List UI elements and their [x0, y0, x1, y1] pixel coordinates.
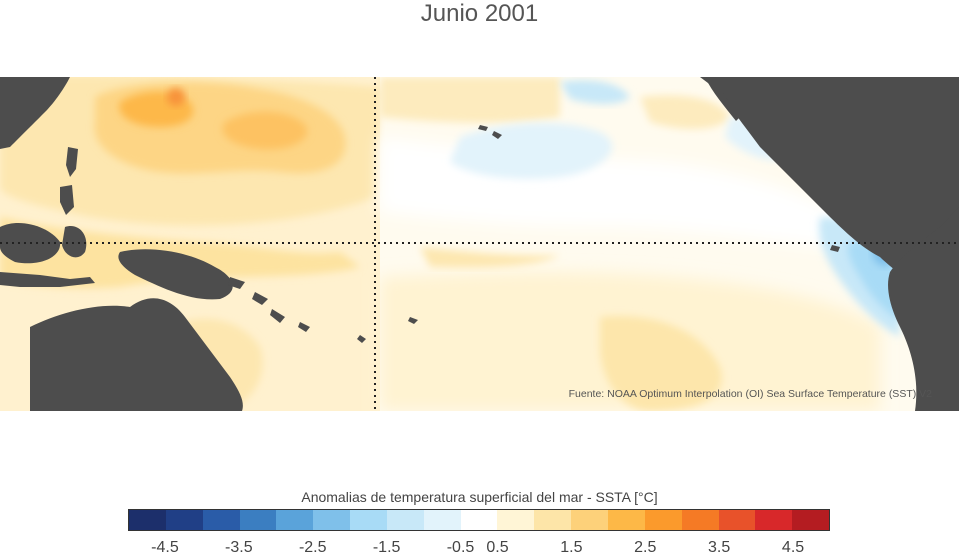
ssta-map [0, 77, 959, 411]
colorbar-swatch [313, 510, 351, 530]
colorbar-swatch [534, 510, 572, 530]
colorbar-swatch [350, 510, 387, 530]
colorbar-tick-label: 2.5 [634, 539, 657, 556]
colorbar-tick-label: -1.5 [372, 539, 401, 556]
land-masses [0, 77, 959, 411]
colorbar-swatch [607, 510, 645, 530]
colorbar-swatch [718, 510, 756, 530]
colorbar-swatch [792, 510, 830, 530]
colorbar-swatch [681, 510, 719, 530]
colorbar-swatch [460, 510, 498, 530]
colorbar-swatch [239, 510, 277, 530]
colorbar-swatch [423, 510, 461, 530]
colorbar-ticks: -4.5 -3.5 -2.5 -1.5 -0.5 0.5 1.5 2.5 3.5 4.5 [0, 539, 959, 559]
data-source-note: Fuente: NOAA Optimum Interpolation (OI) … [568, 388, 932, 400]
colorbar-tick-label: 0.5 [486, 539, 509, 556]
colorbar-tick-label: 4.5 [781, 539, 805, 556]
colorbar-tick-label: -4.5 [151, 539, 179, 556]
colorbar-tick-label: -2.5 [298, 539, 327, 556]
colorbar-swatch [202, 510, 240, 530]
colorbar-swatch [276, 510, 314, 530]
colorbar-tick-label: 3.5 [708, 539, 731, 556]
map-title: Junio 2001 [420, 0, 539, 27]
colorbar-swatch [644, 510, 682, 530]
colorbar-swatch [755, 510, 793, 530]
colorbar [128, 509, 830, 531]
colorbar-swatch [497, 510, 535, 530]
colorbar-swatch [129, 510, 166, 530]
colorbar-tick-label: -0.5 [446, 539, 475, 556]
colorbar-title: Anomalias de temperatura superficial del… [301, 489, 658, 505]
colorbar-swatch [165, 510, 203, 530]
colorbar-swatch [571, 510, 608, 530]
colorbar-swatch [386, 510, 424, 530]
colorbar-tick-label: 1.5 [560, 539, 583, 556]
anomaly-field [0, 77, 905, 411]
colorbar-tick-label: -3.5 [225, 539, 253, 556]
